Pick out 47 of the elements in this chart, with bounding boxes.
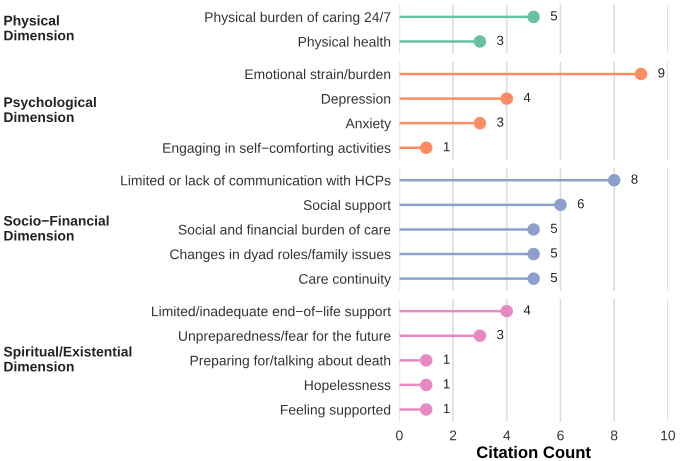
- data-label: 3: [497, 330, 504, 340]
- y-tick-label: Preparing for/talking about death: [190, 355, 390, 368]
- x-tick-label: 0: [396, 430, 403, 440]
- y-tick-label: Social support: [304, 200, 391, 213]
- y-tick-label: Anxiety: [346, 118, 391, 132]
- data-label: 4: [524, 305, 530, 315]
- y-axis-title: Psychological Dimension: [4, 96, 96, 122]
- data-label: 1: [444, 354, 450, 364]
- data-label: 3: [497, 117, 504, 127]
- y-tick-label: Unpreparedness/fear for the future: [179, 330, 390, 344]
- y-tick-label: Limited or lack of communication with HCPs: [121, 175, 391, 186]
- y-axis-title: Physical Dimension: [4, 15, 74, 40]
- data-label: 1: [444, 404, 450, 413]
- x-axis-title: Citation Count: [476, 446, 591, 458]
- y-tick-label: Changes in dyad roles/family issues: [170, 249, 391, 262]
- data-label: 8: [631, 174, 638, 184]
- y-tick-label: Social and financial burden of care: [178, 224, 390, 235]
- data-label: 1: [444, 142, 450, 152]
- y-tick-label: Care continuity: [299, 274, 391, 287]
- x-tick-label: 10: [661, 430, 676, 440]
- point: [634, 68, 648, 80]
- y-tick-label: Depression: [322, 94, 390, 106]
- y-axis-title: Socio−Financial Dimension: [4, 215, 109, 241]
- x-tick-label: 2: [450, 430, 456, 440]
- y-axis-title: Spiritual/Existential Dimension: [4, 346, 132, 372]
- x-tick-label: 8: [610, 430, 618, 440]
- data-label: 6: [578, 199, 584, 208]
- point: [420, 142, 432, 154]
- y-tick-label: Physical burden of caring 24/7: [205, 12, 390, 25]
- y-tick-label: Emotional strain/burden: [245, 68, 390, 80]
- data-label: 9: [658, 68, 664, 78]
- y-tick-label: Feeling supported: [280, 404, 390, 418]
- data-label: 1: [444, 379, 450, 388]
- x-tick-label: 6: [557, 430, 564, 440]
- data-label: 5: [550, 11, 558, 20]
- y-tick-label: Physical health: [298, 36, 390, 50]
- data-label: 5: [550, 248, 558, 258]
- x-tick-label: 4: [503, 430, 510, 440]
- point: [474, 116, 486, 130]
- y-tick-label: Engaging in self−comforting activities: [163, 142, 391, 156]
- y-tick-label: Hopelessness: [304, 380, 391, 393]
- y-tick-label: Limited/inadequate end−of−life support: [152, 306, 391, 320]
- data-label: 3: [497, 36, 504, 46]
- data-label: 4: [524, 92, 530, 102]
- data-label: 5: [550, 224, 558, 233]
- point: [500, 92, 514, 105]
- data-label: 5: [550, 272, 558, 282]
